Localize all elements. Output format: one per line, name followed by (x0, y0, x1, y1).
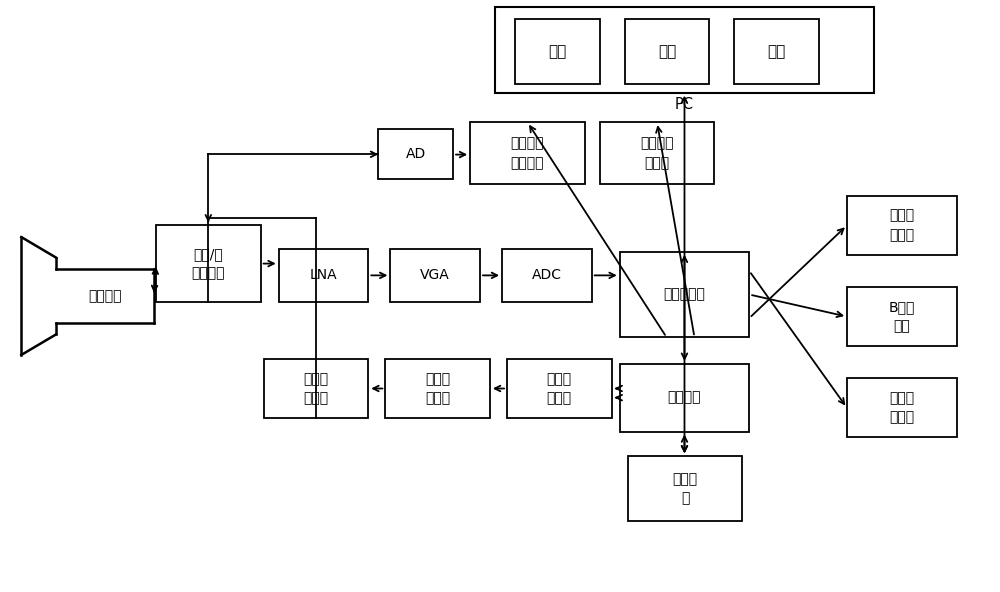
Text: ADC: ADC (532, 268, 562, 282)
Text: 高压驱
动电路: 高压驱 动电路 (303, 372, 329, 406)
Bar (507, 359, 612, 418)
Text: 显示: 显示 (658, 44, 676, 59)
Bar (847, 196, 957, 255)
Text: VGA: VGA (420, 268, 450, 282)
Bar (156, 226, 261, 302)
Text: AD: AD (406, 147, 426, 161)
Text: 连续波多
普勒处理: 连续波多 普勒处理 (511, 136, 544, 170)
Bar (470, 122, 585, 184)
Text: 脉冲发
射电路: 脉冲发 射电路 (425, 372, 450, 406)
Text: LNA: LNA (310, 268, 337, 282)
Text: 主控制器: 主控制器 (668, 391, 701, 405)
Text: 图像处
理电路: 图像处 理电路 (889, 391, 914, 424)
Text: PC: PC (675, 97, 694, 112)
Bar (625, 19, 709, 84)
Bar (495, 7, 874, 93)
Text: 传输电
路: 传输电 路 (672, 472, 698, 506)
Bar (620, 363, 749, 432)
Bar (264, 359, 368, 418)
Text: 发射/接
收转换器: 发射/接 收转换器 (192, 247, 225, 281)
Text: 波束形成器: 波束形成器 (664, 288, 705, 301)
Text: 接口: 接口 (768, 44, 786, 59)
Bar (279, 249, 368, 302)
Bar (847, 378, 957, 437)
Bar (628, 456, 742, 521)
Text: 发射控
制电路: 发射控 制电路 (547, 372, 572, 406)
Text: 音频: 音频 (548, 44, 566, 59)
Bar (502, 249, 592, 302)
Text: 能量多普
勒处理: 能量多普 勒处理 (640, 136, 674, 170)
Bar (390, 249, 480, 302)
Text: 彩色模
式处理: 彩色模 式处理 (889, 208, 914, 242)
Text: B模式
处理: B模式 处理 (889, 300, 915, 333)
Text: 超声探头: 超声探头 (88, 289, 122, 303)
Bar (515, 19, 600, 84)
Bar (620, 252, 749, 337)
Bar (847, 287, 957, 346)
Bar (734, 19, 819, 84)
Bar (378, 129, 453, 179)
Bar (385, 359, 490, 418)
Bar (600, 122, 714, 184)
